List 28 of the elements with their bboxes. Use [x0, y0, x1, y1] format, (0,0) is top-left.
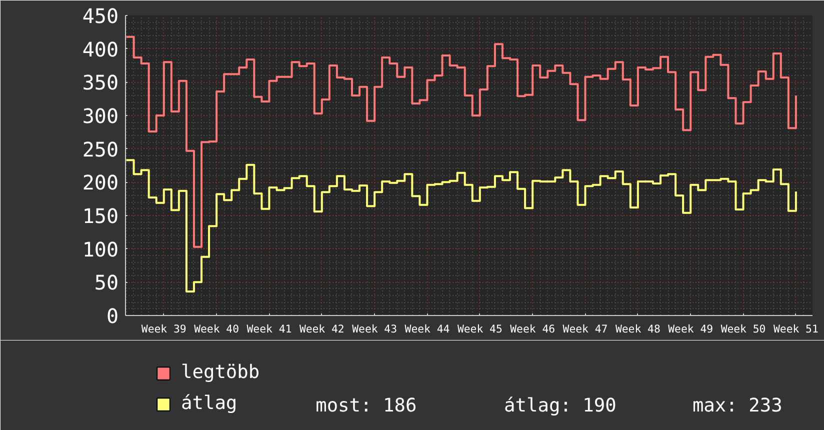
x-tick-label: Week 48 — [615, 322, 660, 336]
text: átlag: 190 — [504, 396, 616, 416]
y-tick-label: 100 — [82, 237, 118, 262]
y-tick-label: 150 — [82, 204, 118, 228]
x-tick-label: Week 46 — [510, 322, 556, 336]
x-tick-label: Week 40 — [194, 322, 240, 336]
x-tick-label: Week 45 — [457, 322, 502, 336]
y-tick-label: 450 — [82, 4, 118, 28]
y-tick-label: 250 — [82, 137, 118, 162]
x-tick-label: Week 50 — [720, 322, 766, 336]
x-tick-label: Week 44 — [404, 322, 450, 336]
legend-label: átlag — [181, 393, 238, 414]
text: most: 186 — [316, 396, 417, 416]
x-tick-label: Week 42 — [299, 322, 344, 336]
x-tick-label: Week 43 — [352, 322, 398, 336]
y-tick-label: 350 — [82, 70, 118, 95]
x-tick-label: Week 39 — [141, 322, 186, 336]
legend-label: legtöbb — [181, 362, 260, 383]
x-tick-label: Week 51 — [773, 322, 818, 336]
x-tick-label: Week 41 — [246, 322, 292, 336]
y-tick-label: 0 — [106, 304, 119, 328]
y-tick-label: 300 — [82, 104, 118, 128]
text: max: 233 — [692, 396, 782, 416]
y-tick-label: 200 — [82, 170, 118, 195]
y-tick-label: 50 — [94, 270, 119, 295]
x-tick-label: Week 49 — [668, 322, 714, 336]
x-tick-label: Week 47 — [562, 322, 608, 336]
y-tick-label: 400 — [82, 37, 118, 62]
